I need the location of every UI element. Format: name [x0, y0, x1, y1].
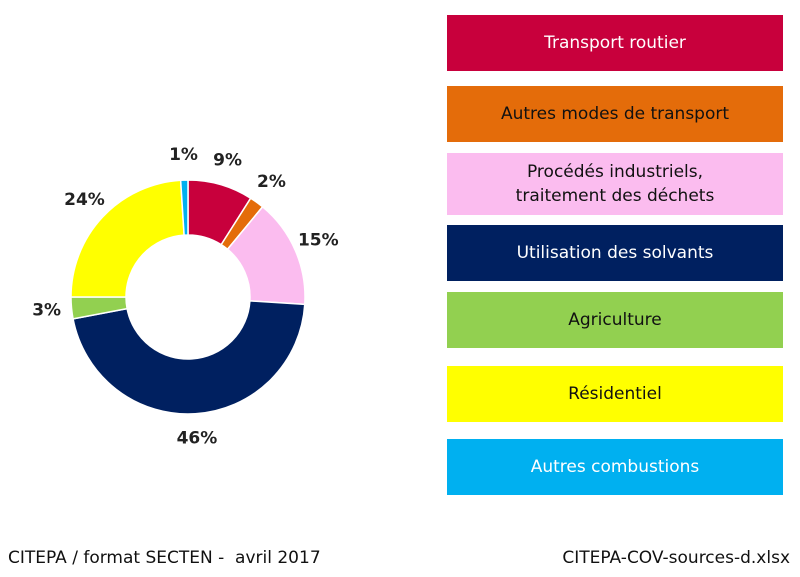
data-label: 2% — [257, 172, 286, 192]
donut-slice — [179, 179, 189, 236]
data-label: 46% — [177, 429, 218, 449]
data-label: 3% — [32, 300, 61, 320]
legend-item: Procédés industriels, traitement des déc… — [447, 153, 783, 215]
donut-slice — [70, 179, 185, 298]
legend-item: Autres combustions — [447, 439, 783, 495]
data-label: 24% — [64, 190, 105, 210]
donut-chart: 9% 2% 15% 46% 3% 24% 1% — [32, 145, 339, 449]
legend-item: Agriculture — [447, 292, 783, 348]
legend-item: Transport routier — [447, 15, 783, 71]
donut-slice — [72, 300, 306, 415]
data-label: 15% — [298, 231, 339, 251]
legend-item: Autres modes de transport — [447, 86, 783, 142]
data-label: 9% — [213, 151, 242, 171]
data-label: 1% — [169, 145, 198, 165]
legend-item: Résidentiel — [447, 366, 783, 422]
footer-left: CITEPA / format SECTEN - avril 2017 — [8, 548, 321, 568]
footer-right: CITEPA-COV-sources-d.xlsx — [562, 548, 790, 568]
legend-item: Utilisation des solvants — [447, 225, 783, 281]
